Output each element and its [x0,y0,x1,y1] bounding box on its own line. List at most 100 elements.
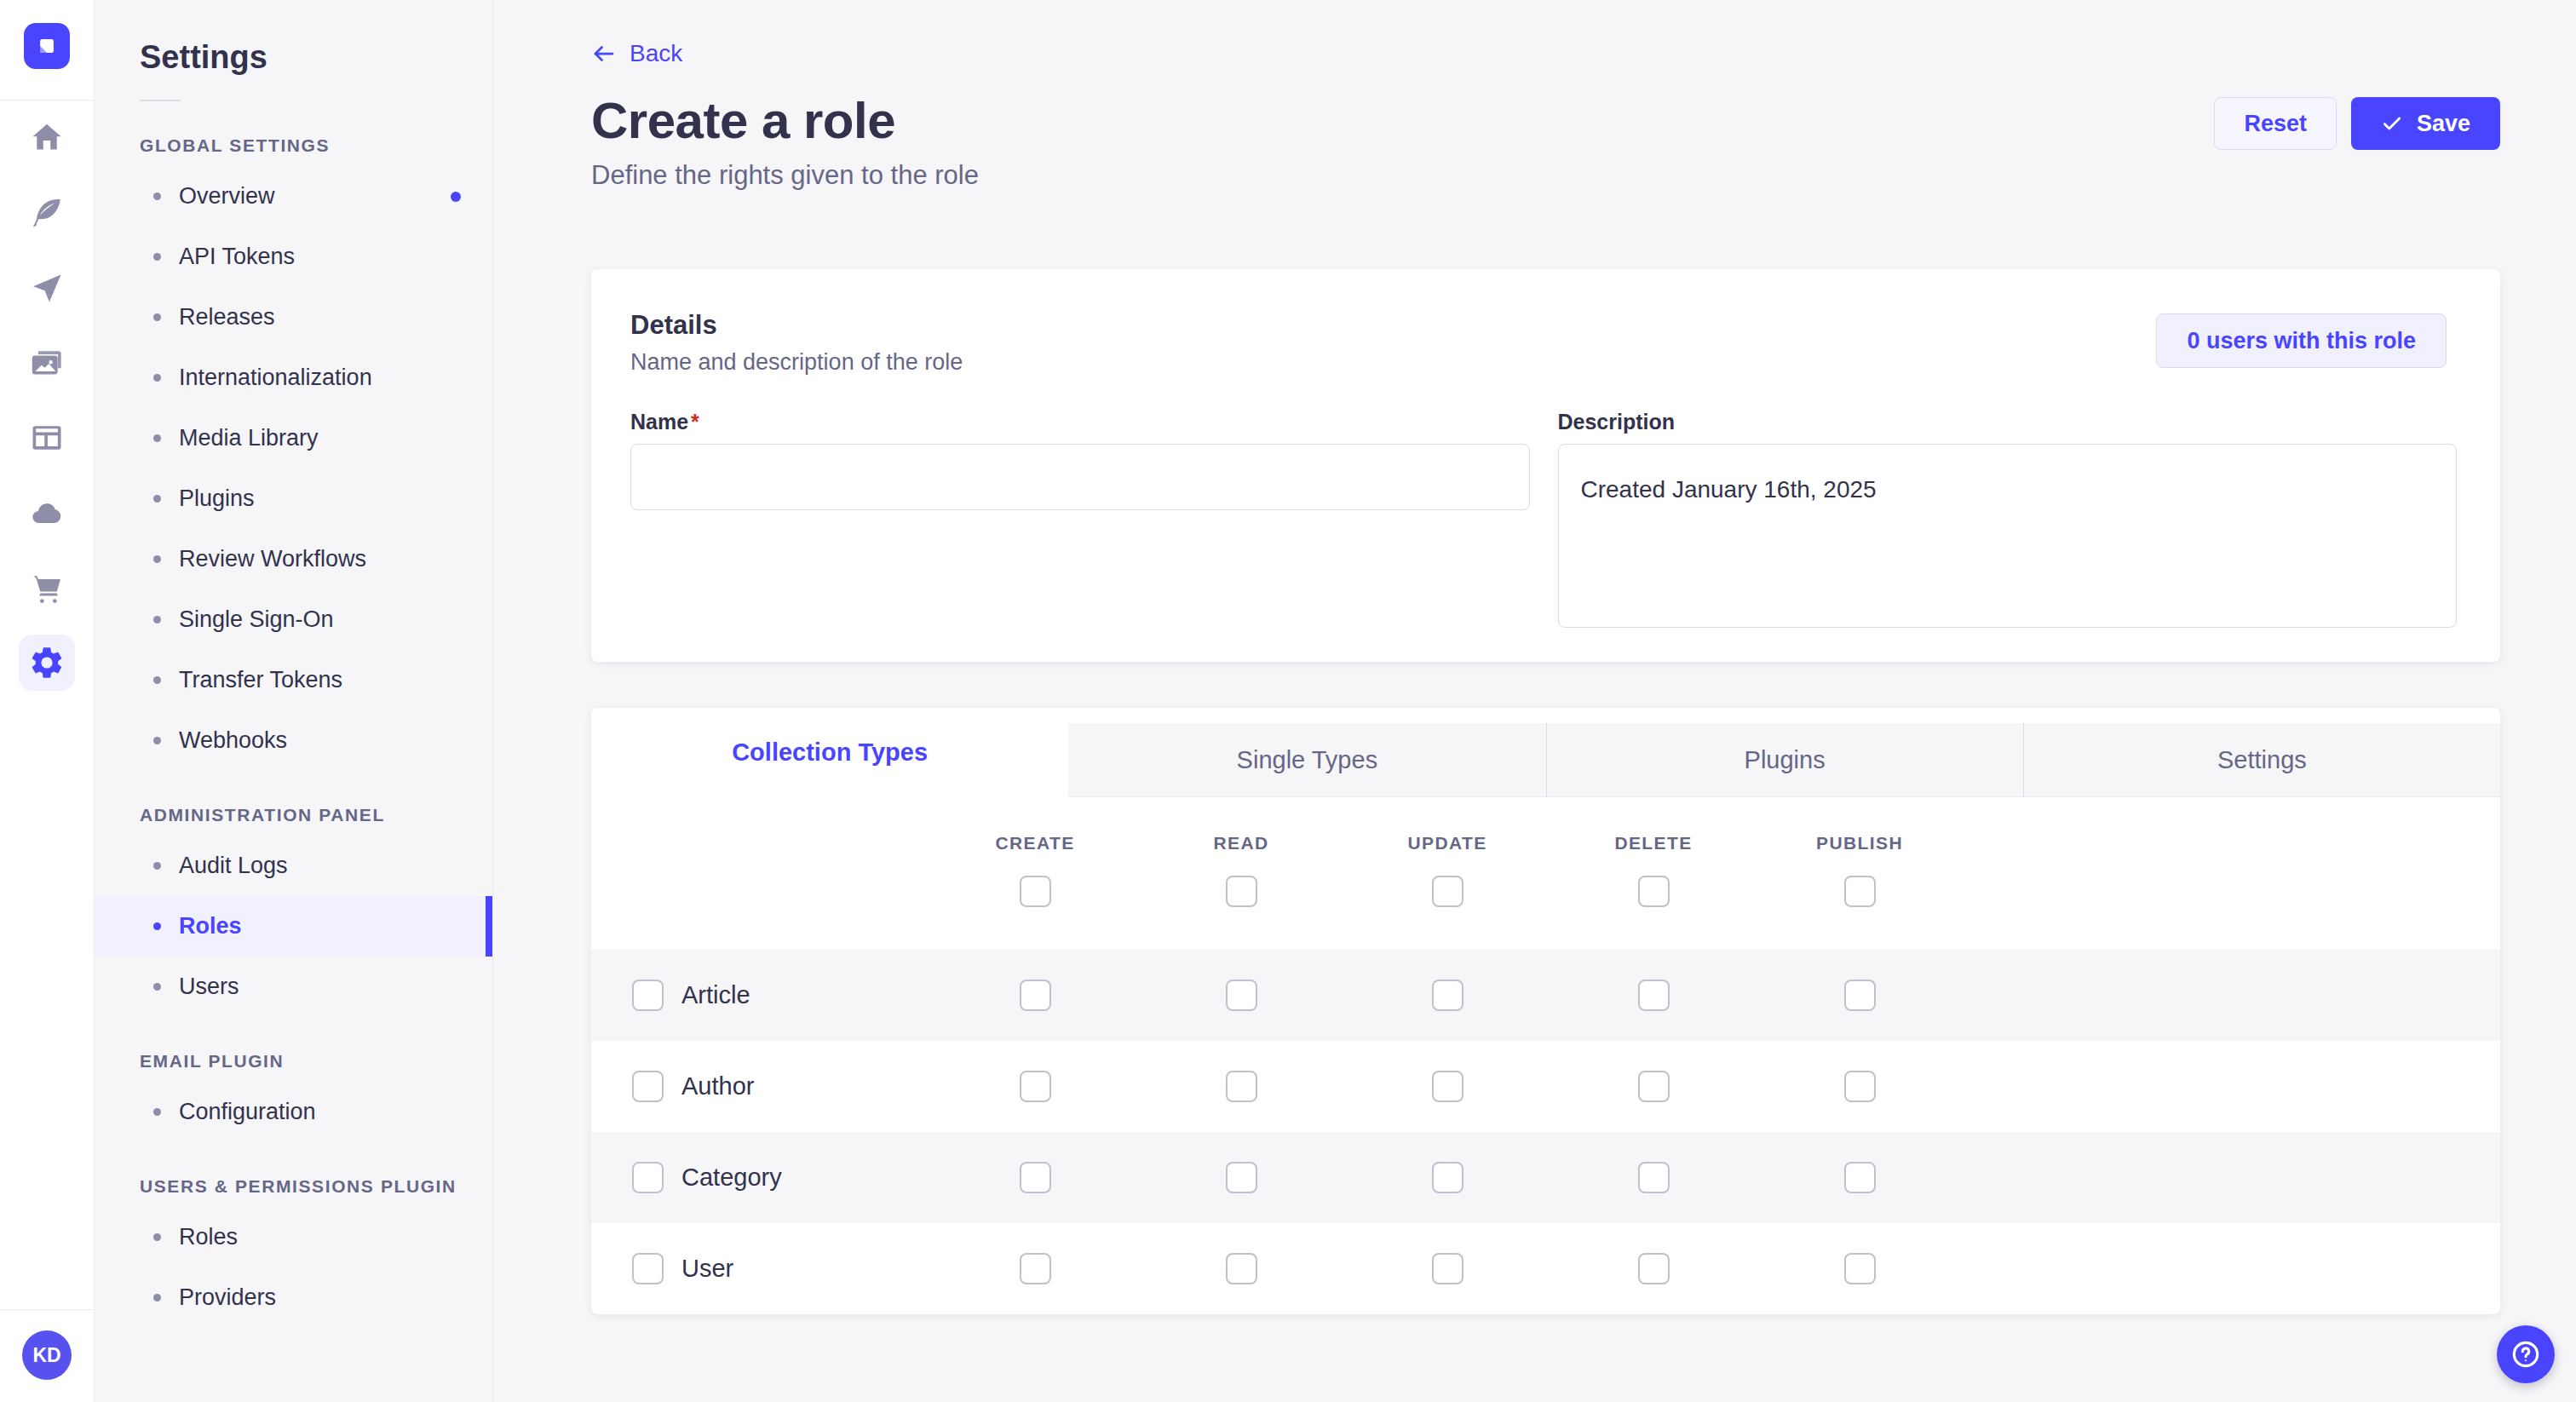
user-create-checkbox[interactable] [1020,1253,1051,1284]
sidebar-item-global-settings-media-library[interactable]: Media Library [95,408,492,468]
back-label: Back [630,40,682,67]
user-delete-checkbox[interactable] [1638,1253,1670,1284]
sidebar-section-email-plugin: EMAIL PLUGINConfiguration [95,1051,492,1142]
user-select-checkbox[interactable] [632,1253,664,1284]
sidebar-item-administration-panel-audit-logs[interactable]: Audit Logs [95,836,492,896]
sidebar-item-administration-panel-users[interactable]: Users [95,957,492,1017]
category-publish-checkbox[interactable] [1844,1162,1876,1193]
notification-dot-icon [451,192,461,202]
bullet-icon [153,862,161,870]
user-update-checkbox[interactable] [1432,1253,1463,1284]
sidebar-item-label: Plugins [179,486,255,512]
author-delete-checkbox[interactable] [1638,1071,1670,1102]
name-field-group: Name* [630,410,1530,631]
rail-item-cart[interactable] [0,550,95,625]
sidebar-title-divider [140,100,181,101]
row-filler [1963,1223,2500,1314]
select-all-update-checkbox[interactable] [1432,876,1463,907]
sidebar-item-global-settings-overview[interactable]: Overview [95,166,492,227]
article-update-checkbox[interactable] [1432,980,1463,1011]
category-select-checkbox[interactable] [632,1162,664,1193]
article-select-checkbox[interactable] [632,980,664,1011]
row-label: User [681,1255,733,1283]
bullet-icon [153,253,161,261]
perm-cell [1344,1223,1550,1314]
rail-item-gear[interactable] [0,625,95,700]
perm-cell [1138,1132,1344,1223]
category-delete-checkbox[interactable] [1638,1162,1670,1193]
bullet-icon [153,983,161,991]
user-publish-checkbox[interactable] [1844,1253,1876,1284]
article-read-checkbox[interactable] [1226,980,1257,1011]
article-create-checkbox[interactable] [1020,980,1051,1011]
perm-head-create: CREATE [932,797,1138,950]
tab-single-types[interactable]: Single Types [1068,723,1545,797]
sidebar-item-global-settings-plugins[interactable]: Plugins [95,468,492,529]
sidebar-item-global-settings-webhooks[interactable]: Webhooks [95,710,492,771]
sidebar-item-global-settings-review-workflows[interactable]: Review Workflows [95,529,492,589]
bullet-icon [153,1233,161,1241]
back-link[interactable]: Back [591,40,682,67]
category-read-checkbox[interactable] [1226,1162,1257,1193]
author-select-checkbox[interactable] [632,1071,664,1102]
category-update-checkbox[interactable] [1432,1162,1463,1193]
bullet-icon [153,1294,161,1301]
strapi-logo[interactable] [24,23,70,69]
select-all-read-checkbox[interactable] [1226,876,1257,907]
tab-settings[interactable]: Settings [2023,723,2500,797]
sidebar-item-global-settings-single-sign-on[interactable]: Single Sign-On [95,589,492,650]
bullet-icon [153,616,161,623]
article-delete-checkbox[interactable] [1638,980,1670,1011]
sidebar-item-global-settings-transfer-tokens[interactable]: Transfer Tokens [95,650,492,710]
perm-cell [932,1041,1138,1132]
permissions-card: Collection Types Single Types Plugins Setti… [591,708,2500,1314]
author-create-checkbox[interactable] [1020,1071,1051,1102]
select-all-create-checkbox[interactable] [1020,876,1051,907]
perm-cell [1757,950,1963,1041]
select-all-publish-checkbox[interactable] [1844,876,1876,907]
row-filler [1963,1132,2500,1223]
perm-cell [932,1132,1138,1223]
sidebar-item-label: Webhooks [179,727,287,754]
sidebar-item-global-settings-internationalization[interactable]: Internationalization [95,348,492,408]
tab-label: Single Types [1237,746,1378,774]
name-input[interactable] [630,444,1530,510]
sidebar-item-users-permissions-plugin-providers[interactable]: Providers [95,1267,492,1328]
sidebar-item-global-settings-releases[interactable]: Releases [95,287,492,348]
tab-plugins[interactable]: Plugins [1546,723,2023,797]
rail-item-cloud[interactable] [0,475,95,550]
help-button[interactable] [2497,1325,2555,1383]
author-update-checkbox[interactable] [1432,1071,1463,1102]
bullet-icon [153,434,161,442]
user-read-checkbox[interactable] [1226,1253,1257,1284]
sidebar-item-label: Transfer Tokens [179,667,342,693]
description-textarea[interactable]: Created January 16th, 2025 [1558,444,2458,628]
sidebar-item-global-settings-api-tokens[interactable]: API Tokens [95,227,492,287]
author-publish-checkbox[interactable] [1844,1071,1876,1102]
bullet-icon [153,495,161,503]
avatar[interactable]: KD [22,1330,72,1380]
rail-item-feather[interactable] [0,175,95,250]
tab-collection-types[interactable]: Collection Types [591,708,1068,797]
perm-head-delete: DELETE [1550,797,1757,950]
gear-icon [19,635,75,691]
rail-item-layout[interactable] [0,400,95,475]
save-button[interactable]: Save [2351,97,2500,150]
author-read-checkbox[interactable] [1226,1071,1257,1102]
rail-item-send[interactable] [0,250,95,325]
category-create-checkbox[interactable] [1020,1162,1051,1193]
reset-button[interactable]: Reset [2214,97,2337,150]
required-asterisk: * [691,410,699,434]
perm-head-update: UPDATE [1344,797,1550,950]
sidebar-item-administration-panel-roles[interactable]: Roles [95,896,492,957]
sidebar-item-users-permissions-plugin-roles[interactable]: Roles [95,1207,492,1267]
tab-label: Plugins [1745,746,1826,774]
rail-item-images[interactable] [0,325,95,400]
users-with-role-badge[interactable]: 0 users with this role [2156,313,2447,368]
rail-item-home[interactable] [0,101,95,175]
sidebar-item-email-plugin-configuration[interactable]: Configuration [95,1082,492,1142]
bullet-icon [153,313,161,321]
select-all-delete-checkbox[interactable] [1638,876,1670,907]
arrow-left-icon [591,41,617,66]
article-publish-checkbox[interactable] [1844,980,1876,1011]
